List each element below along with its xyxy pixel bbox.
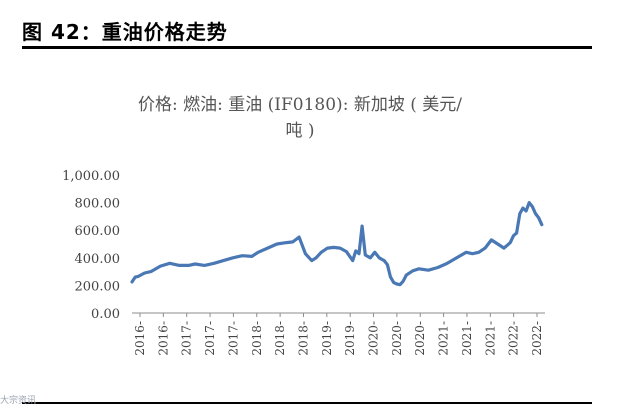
x-tick-label: 2021- [437,321,451,356]
x-tick-label: 2018- [250,321,264,356]
x-tick-label: 2020- [413,321,427,356]
x-tick-label: 2021- [460,321,474,356]
y-tick-label: 1,000.00 [62,169,120,184]
x-tick-label: 2020- [367,321,381,356]
x-tick-label: 2017- [180,321,194,356]
x-tick-label: 2016- [156,321,170,356]
x-tick-label: 2022- [507,321,521,356]
figure-header: 图 42：重油价格走势 [22,12,592,44]
x-tick-label: 2021- [483,321,497,356]
top-rule [22,46,592,49]
x-tick-label: 2018- [273,321,287,356]
x-tick-label: 2022- [530,321,544,356]
chart-title-text: 价格: 燃油: 重油 (IF0180): 新加坡 ( 美元/吨 ) [137,95,462,141]
x-tick-label: 2016- [133,321,147,356]
y-tick-label: 400.00 [75,252,121,267]
y-tick-label: 0.00 [91,307,120,322]
x-tick-label: 2017- [226,321,240,356]
bottom-rule [22,402,592,404]
y-tick-label: 600.00 [75,224,121,239]
series-line [130,201,544,287]
x-tick-label: 2019- [320,321,334,356]
x-tick-label: 2020- [390,321,404,356]
watermark: 大宗资讯 [0,396,37,406]
chart-title: 价格: 燃油: 重油 (IF0180): 新加坡 ( 美元/吨 ) [80,92,520,144]
figure-title: 图 42：重油价格走势 [22,20,228,44]
x-tick-label: 2017- [203,321,217,356]
y-tick-label: 200.00 [75,279,121,294]
y-tick-label: 800.00 [75,197,121,212]
x-tick-label: 2019- [343,321,357,356]
x-tick-label: 2018- [296,321,310,356]
